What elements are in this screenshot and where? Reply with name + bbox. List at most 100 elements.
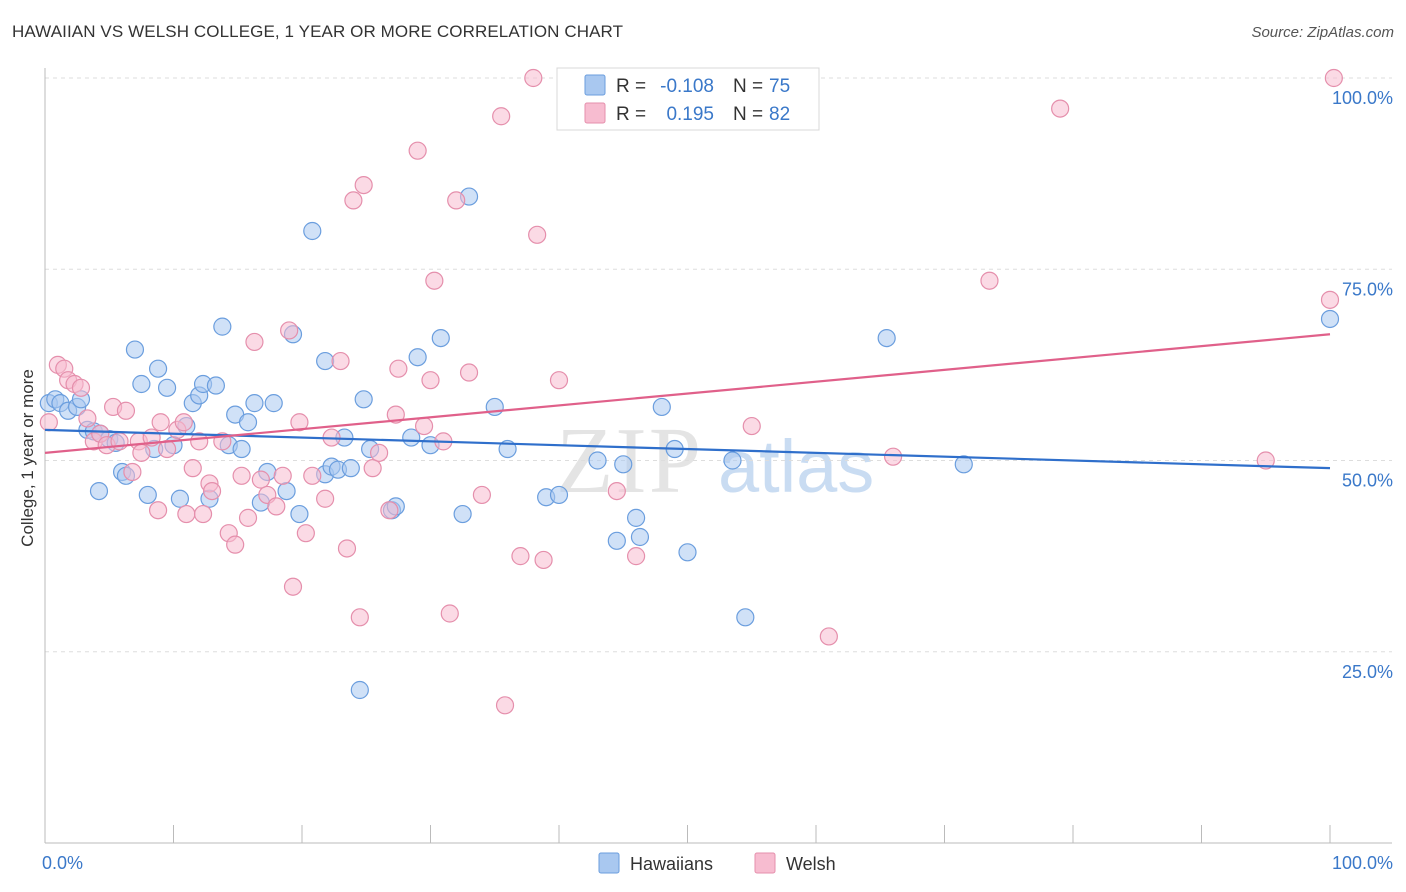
welsh-point bbox=[459, 363, 479, 382]
welsh-point bbox=[414, 416, 434, 436]
hawaiians-point bbox=[232, 439, 251, 459]
series-legend-label-welsh: Welsh bbox=[786, 854, 836, 874]
welsh-point bbox=[296, 524, 315, 543]
hawaiians-point bbox=[138, 485, 157, 505]
hawaiians-point bbox=[954, 455, 973, 474]
welsh-point bbox=[132, 443, 151, 462]
welsh-point bbox=[148, 501, 168, 520]
welsh-point bbox=[549, 371, 569, 390]
welsh-point bbox=[1256, 451, 1275, 470]
hawaiians-trend-line bbox=[44, 428, 1331, 470]
hawaiians-point bbox=[431, 329, 450, 348]
welsh-point bbox=[290, 413, 309, 432]
hawaiians-point bbox=[630, 527, 650, 547]
watermark-atlas: atlas bbox=[718, 425, 874, 508]
hawaiians-point bbox=[408, 348, 427, 367]
source-label: Source: ZipAtlas.com bbox=[1251, 24, 1394, 41]
welsh-point bbox=[78, 409, 97, 428]
legend-n-value-hawaiians: 75 bbox=[769, 76, 790, 97]
hawaiians-point bbox=[89, 482, 109, 501]
hawaiians-point bbox=[341, 459, 360, 478]
welsh-point bbox=[742, 416, 761, 436]
trend-lines bbox=[44, 333, 1331, 470]
welsh-point bbox=[447, 191, 466, 210]
welsh-point bbox=[819, 627, 838, 646]
series-legend-label-hawaiians: Hawaiians bbox=[630, 854, 713, 874]
hawaiians-point bbox=[453, 504, 472, 524]
hawaiians-point bbox=[736, 608, 755, 627]
welsh-point bbox=[116, 401, 136, 420]
legend-n-value-welsh: 82 bbox=[769, 104, 790, 125]
welsh-point bbox=[524, 68, 543, 88]
welsh-point bbox=[251, 470, 270, 489]
welsh-point bbox=[174, 413, 193, 432]
welsh-point bbox=[151, 413, 170, 432]
hawaiians-point bbox=[1320, 309, 1340, 329]
welsh-point bbox=[202, 482, 222, 501]
hawaiians-point bbox=[148, 359, 168, 378]
hawaiians-point bbox=[290, 504, 309, 524]
welsh-point bbox=[71, 378, 91, 397]
welsh-point bbox=[344, 191, 363, 210]
welsh-point bbox=[303, 466, 322, 485]
welsh-point bbox=[193, 504, 213, 524]
welsh-point bbox=[607, 482, 626, 501]
legend-r-label-hawaiians: R = bbox=[616, 76, 646, 97]
welsh-point bbox=[350, 608, 369, 627]
hawaiians-point bbox=[607, 531, 626, 550]
welsh-trend-line bbox=[44, 333, 1331, 454]
welsh-point bbox=[389, 359, 408, 378]
x-tick-label: 100.0% bbox=[1332, 853, 1393, 873]
welsh-point bbox=[354, 176, 373, 195]
hawaiians-point bbox=[354, 390, 373, 409]
series-legend-swatch-welsh bbox=[754, 852, 776, 874]
tick-labels: 25.0% 50.0% 75.0% 100.0% 0.0% 100.0% bbox=[42, 88, 1393, 873]
y-tick-label: 75.0% bbox=[1342, 279, 1393, 299]
welsh-point bbox=[363, 459, 382, 478]
welsh-point bbox=[511, 547, 530, 566]
y-tick-label: 50.0% bbox=[1342, 471, 1393, 491]
hawaiians-point bbox=[877, 329, 896, 348]
welsh-point bbox=[408, 141, 427, 160]
hawaiians-point bbox=[316, 351, 335, 371]
chart-title: HAWAIIAN VS WELSH COLLEGE, 1 YEAR OR MOR… bbox=[12, 22, 624, 41]
hawaiians-point bbox=[588, 451, 607, 470]
welsh-point bbox=[472, 485, 491, 505]
legend-swatch-hawaiians bbox=[584, 74, 606, 96]
hawaiians-point bbox=[157, 378, 177, 397]
welsh-point bbox=[316, 489, 335, 508]
welsh-point bbox=[440, 604, 459, 623]
legend-n-label-hawaiians: N = bbox=[733, 76, 763, 97]
hawaiians-point bbox=[549, 485, 569, 505]
x-tick-label: 0.0% bbox=[42, 853, 83, 873]
welsh-point bbox=[331, 351, 350, 371]
welsh-point bbox=[238, 508, 258, 527]
welsh-point bbox=[1324, 68, 1343, 88]
hawaiians-point bbox=[206, 376, 226, 395]
welsh-point bbox=[421, 371, 440, 390]
y-tick-label: 100.0% bbox=[1332, 88, 1393, 108]
hawaiians-point bbox=[245, 394, 264, 413]
welsh-point bbox=[534, 550, 553, 570]
welsh-point bbox=[245, 332, 264, 352]
welsh-point bbox=[273, 466, 292, 485]
series-legend: Hawaiians Welsh bbox=[598, 852, 836, 874]
hawaiians-point bbox=[350, 680, 369, 700]
welsh-point bbox=[380, 501, 399, 520]
welsh-point bbox=[283, 577, 303, 596]
welsh-point bbox=[183, 459, 202, 478]
hawaiians-point bbox=[170, 489, 190, 508]
hawaiians-point bbox=[678, 543, 697, 562]
welsh-point bbox=[980, 271, 999, 290]
y-axis-label: College, 1 year or more bbox=[18, 369, 37, 547]
welsh-point bbox=[1320, 290, 1340, 309]
hawaiians-point bbox=[213, 317, 232, 336]
hawaiians-point bbox=[303, 221, 322, 241]
legend-r-label-welsh: R = bbox=[616, 104, 646, 125]
welsh-point bbox=[280, 321, 299, 340]
grid-lines bbox=[45, 77, 1392, 653]
welsh-point bbox=[528, 225, 547, 244]
welsh-point bbox=[495, 696, 515, 715]
welsh-point bbox=[370, 443, 389, 462]
